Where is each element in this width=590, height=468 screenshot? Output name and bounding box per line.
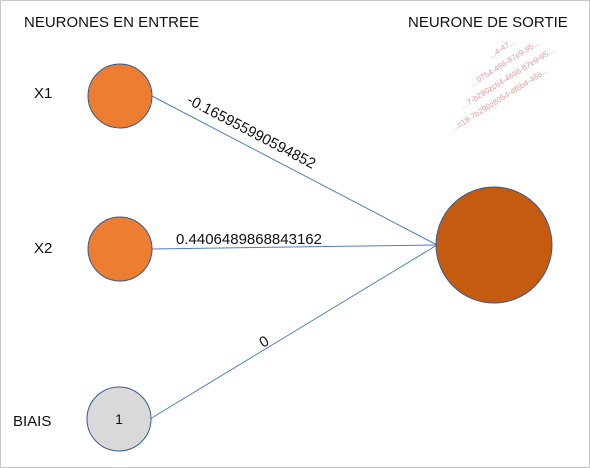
edge-bias-output <box>150 245 437 419</box>
weight-x1: -0.165955990594852 <box>184 91 318 172</box>
input-label-x1: X1 <box>34 85 52 102</box>
output-node <box>436 187 552 303</box>
edge-x1-output <box>152 96 437 245</box>
weight-x2: 0.4406489868843162 <box>176 231 322 248</box>
weight-bias: 0 <box>256 333 272 352</box>
input-node-x1 <box>88 64 152 128</box>
bias-node-value: 1 <box>115 411 123 427</box>
input-node-x2 <box>88 217 152 281</box>
input-label-bias: BIAIS <box>13 413 51 430</box>
watermark: ...4-47... ...0754-466-87e9-95... ...7-b… <box>428 22 563 133</box>
output-heading: NEURONE DE SORTIE <box>408 14 568 31</box>
inputs-heading: NEURONES EN ENTREE <box>24 14 199 31</box>
input-label-x2: X2 <box>34 240 52 257</box>
